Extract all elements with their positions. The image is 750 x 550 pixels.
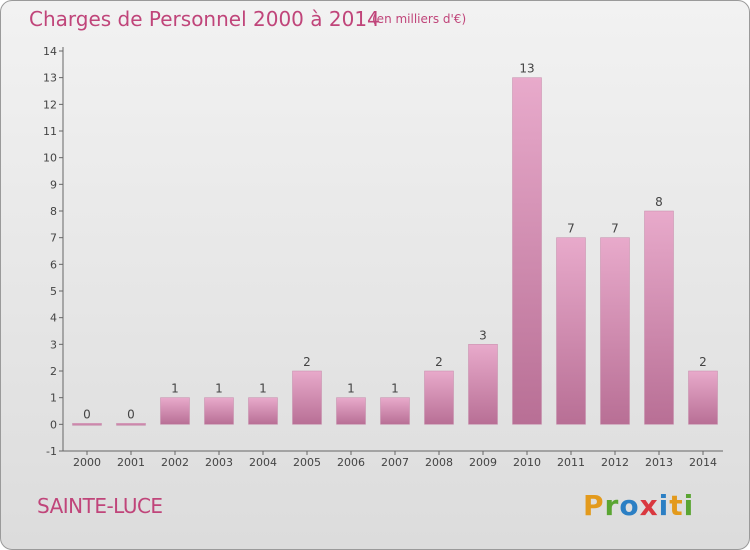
value-label: 2 <box>303 355 311 369</box>
x-tick-label: 2005 <box>293 456 321 469</box>
chart-bars <box>72 77 718 426</box>
y-tick-label: 10 <box>43 152 57 165</box>
value-label: 7 <box>567 222 575 236</box>
value-label: 2 <box>435 355 443 369</box>
y-tick-label: 12 <box>43 98 57 111</box>
x-tick-label: 2009 <box>469 456 497 469</box>
value-label: 3 <box>479 328 487 342</box>
y-tick-label: 11 <box>43 125 57 138</box>
x-tick-label: 2013 <box>645 456 673 469</box>
y-tick-label: 8 <box>50 205 57 218</box>
chart-title: Charges de Personnel 2000 à 2014 <box>29 7 380 31</box>
bar-2003 <box>204 397 234 425</box>
value-label: 1 <box>391 382 399 396</box>
value-label: 1 <box>171 382 179 396</box>
bar-2009 <box>468 344 498 425</box>
x-tick-label: 2007 <box>381 456 409 469</box>
x-tick-label: 2011 <box>557 456 585 469</box>
bar-2002 <box>160 397 190 425</box>
value-label: 0 <box>83 407 91 421</box>
y-tick-label: 4 <box>50 312 57 325</box>
y-tick-label: 7 <box>50 232 57 245</box>
bar-2013 <box>644 210 674 425</box>
chart-labels: 0 2000 0 2001 1 2002 1 2003 1 2004 2 2005 1 2006 1 2007… <box>73 62 717 469</box>
y-tick-label: 6 <box>50 258 57 271</box>
value-label: 7 <box>611 222 619 236</box>
x-tick-label: 2003 <box>205 456 233 469</box>
bar-2006 <box>336 397 366 425</box>
y-tick-label: 13 <box>43 72 57 85</box>
bar-2014 <box>688 370 718 425</box>
value-label: 0 <box>127 407 135 421</box>
bar-2001 <box>116 423 146 426</box>
bar-2008 <box>424 370 454 425</box>
bar-2010 <box>512 77 542 425</box>
commune-name: SAINTE-LUCE <box>37 494 163 518</box>
value-label: 1 <box>259 382 267 396</box>
value-label: 1 <box>347 382 355 396</box>
value-label: 1 <box>215 382 223 396</box>
y-tick-label: 3 <box>50 338 57 351</box>
x-tick-label: 2001 <box>117 456 145 469</box>
y-tick-label: 1 <box>50 392 57 405</box>
value-label: 2 <box>699 355 707 369</box>
x-tick-label: 2014 <box>689 456 717 469</box>
x-tick-label: 2012 <box>601 456 629 469</box>
x-tick-label: 2000 <box>73 456 101 469</box>
value-label: 13 <box>519 62 534 76</box>
y-tick-label: 14 <box>43 45 57 58</box>
bar-2005 <box>292 370 322 425</box>
chart-subtitle: (en milliers d'€) <box>372 12 467 26</box>
y-tick-label: 2 <box>50 365 57 378</box>
y-tick-label: -1 <box>46 445 57 458</box>
x-tick-label: 2004 <box>249 456 277 469</box>
x-tick-label: 2008 <box>425 456 453 469</box>
bar-2000 <box>72 423 102 426</box>
x-tick-label: 2006 <box>337 456 365 469</box>
y-tick-label: 0 <box>50 418 57 431</box>
proxiti-logo: Proxiti <box>583 489 695 522</box>
bar-2011 <box>556 237 586 425</box>
x-tick-label: 2010 <box>513 456 541 469</box>
x-tick-label: 2002 <box>161 456 189 469</box>
bar-2004 <box>248 397 278 425</box>
y-tick-label: 9 <box>50 178 57 191</box>
bar-2012 <box>600 237 630 425</box>
y-tick-label: 5 <box>50 285 57 298</box>
bar-2007 <box>380 397 410 425</box>
value-label: 8 <box>655 195 663 209</box>
